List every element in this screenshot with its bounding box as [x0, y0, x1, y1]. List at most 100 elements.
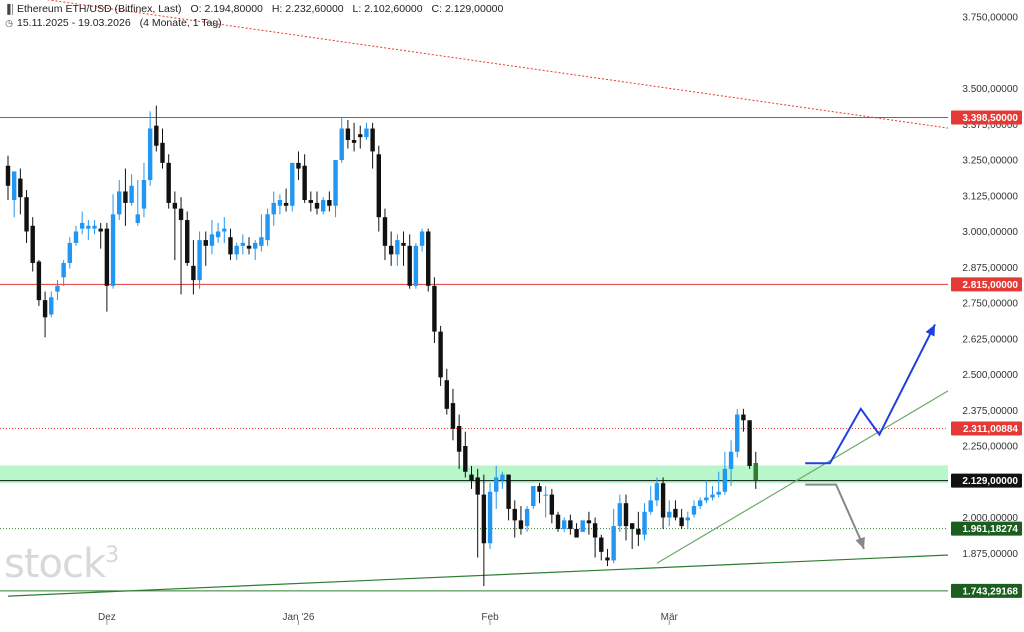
- x-tick-label: Jan '26: [282, 612, 314, 623]
- candle-body-13: [86, 225, 91, 229]
- candle-body-86: [537, 486, 542, 492]
- candle-body-3: [24, 197, 29, 232]
- candle-body-17: [110, 214, 116, 286]
- candle-body-113: [704, 497, 709, 501]
- candle-body-110: [685, 517, 690, 521]
- candle-body-69: [432, 285, 437, 332]
- candle-body-61: [382, 217, 388, 246]
- y-tick-label: 2.875,00000: [962, 263, 1018, 274]
- candle-body-76: [475, 477, 480, 495]
- candle-body-62: [388, 245, 394, 255]
- candle-body-5: [36, 261, 42, 301]
- candle-body-59: [370, 128, 375, 152]
- candle-body-77: [481, 494, 487, 544]
- candle-body-25: [160, 142, 165, 163]
- candle-body-78: [487, 491, 493, 544]
- projection-bullish[interactable]: [805, 323, 936, 465]
- candle-body-105: [654, 483, 660, 501]
- candle-body-83: [518, 520, 524, 529]
- candle-body-104: [648, 500, 653, 512]
- chart-header: ▐│Ethereum ETH/USD (Bitfinex, Last) O: 2…: [4, 3, 503, 15]
- candle-body-73: [456, 425, 462, 452]
- date-range-detail: (4 Monate, 1 Tag): [139, 17, 222, 29]
- candle-body-8: [55, 285, 60, 292]
- candle-body-120: [747, 420, 752, 467]
- candle-body-100: [623, 503, 629, 527]
- level-badge-0: [951, 110, 1022, 125]
- candle-body-112: [697, 500, 703, 507]
- date-range: 15.11.2025 - 19.03.2026: [17, 17, 131, 29]
- candle-body-106: [660, 483, 666, 518]
- trendline-long-support[interactable]: [7, 551, 1022, 597]
- x-tick-label: Mär: [661, 612, 679, 623]
- y-tick-label: 1.875,00000: [962, 549, 1018, 560]
- candle-body-118: [735, 414, 740, 452]
- trendline-falling-resistance[interactable]: [8, 0, 1022, 140]
- candle-body-0: [5, 165, 11, 186]
- candle-body-32: [203, 240, 208, 246]
- candle-body-9: [61, 262, 66, 278]
- candle-body-109: [679, 517, 684, 527]
- candle-body-1: [11, 171, 17, 201]
- candle-body-31: [197, 240, 202, 281]
- y-tick-label: 2.750,00000: [962, 299, 1018, 310]
- candle-body-2: [18, 178, 23, 198]
- candle-body-107: [667, 511, 672, 518]
- candle-body-53: [333, 160, 338, 206]
- candle-body-68: [426, 231, 431, 286]
- candle-body-55: [345, 128, 351, 140]
- candle-body-20: [129, 185, 134, 203]
- high-value: H: 2.232,60000: [271, 3, 344, 15]
- candle-body-116: [722, 468, 728, 492]
- candle-body-10: [67, 242, 72, 263]
- candle-body-22: [141, 180, 147, 209]
- level-badge-5: [951, 583, 1022, 598]
- candle-body-75: [469, 474, 474, 481]
- candle-body-15: [98, 228, 103, 232]
- candle-body-23: [147, 128, 153, 181]
- candle-body-111: [691, 506, 697, 515]
- candle-body-79: [494, 477, 499, 492]
- candlestick-icon: ▐│: [4, 4, 17, 14]
- y-tick-label: 2.250,00000: [962, 442, 1018, 453]
- y-tick-label: 3.750,00000: [962, 13, 1018, 24]
- candle-body-30: [191, 265, 196, 281]
- candle-body-66: [413, 245, 419, 286]
- candle-body-115: [716, 491, 721, 495]
- date-range-row: ◷ 15.11.2025 - 19.03.2026 (4 Monate, 1 Ta…: [4, 17, 222, 29]
- candle-body-57: [358, 134, 363, 138]
- candle-body-50: [314, 202, 320, 209]
- candle-body-29: [185, 220, 190, 263]
- projection-bearish[interactable]: [805, 483, 865, 550]
- candle-body-52: [327, 200, 332, 206]
- candle-body-94: [586, 520, 592, 524]
- candle-body-19: [123, 191, 128, 203]
- close-value: C: 2.129,00000: [431, 3, 504, 15]
- candle-body-92: [574, 528, 579, 538]
- candle-body-24: [154, 125, 159, 146]
- level-badge-label-3: 2.129,00000: [962, 476, 1018, 487]
- candle-body-41: [259, 237, 264, 246]
- clock-icon: ◷: [5, 18, 13, 28]
- projection-arrowhead-bullish: [925, 324, 935, 337]
- candle-body-98: [611, 526, 616, 561]
- candle-body-47: [296, 162, 301, 169]
- candle-body-4: [30, 225, 35, 263]
- level-badge-4: [951, 521, 1022, 536]
- candle-body-82: [512, 508, 517, 521]
- level-badge-label-4: 1.961,18274: [962, 524, 1018, 535]
- candle-body-27: [172, 202, 178, 209]
- candle-body-33: [209, 234, 215, 246]
- level-badge-label-0: 3.398,50000: [962, 113, 1018, 124]
- low-value: L: 2.102,60000: [352, 3, 423, 15]
- candle-body-49: [308, 200, 314, 203]
- candle-body-14: [92, 225, 97, 229]
- candle-body-87: [543, 494, 548, 496]
- candle-body-45: [283, 202, 289, 206]
- projection-arrowhead-bearish: [855, 536, 865, 549]
- candle-body-28: [178, 208, 184, 221]
- candle-body-21: [135, 214, 140, 223]
- candle-body-7: [49, 297, 54, 315]
